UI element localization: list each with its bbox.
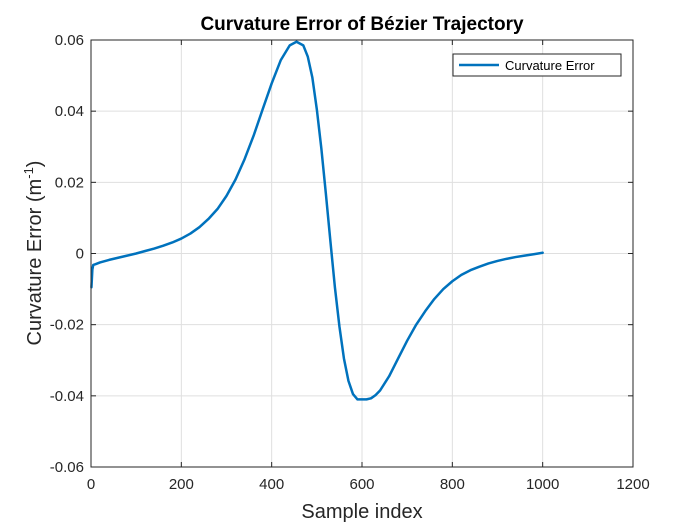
x-tick-label: 1200 (616, 476, 649, 493)
ticks: 0 200 400 600 800 1000 1200 -0.06 -0.04 -0.02 0 0.0… (50, 32, 650, 493)
x-tick-label: 400 (259, 476, 284, 493)
series-layer (90, 40, 544, 401)
y-axis-label: Curvature Error (m-1) (21, 161, 46, 346)
y-axis-label-close: ) (24, 161, 46, 168)
y-tick-label: 0.02 (55, 174, 84, 191)
y-tick-label: -0.06 (50, 459, 84, 476)
y-tick-label: -0.04 (50, 388, 84, 405)
x-tick-label: 0 (87, 476, 95, 493)
y-tick-label: 0.04 (55, 103, 84, 120)
legend-label: Curvature Error (505, 58, 595, 73)
legend: Curvature Error (452, 53, 622, 77)
chart-title: Curvature Error of Bézier Trajectory (200, 14, 524, 35)
x-tick-label: 600 (349, 476, 374, 493)
y-tick-label: 0 (76, 246, 84, 263)
y-tick-label: 0.06 (55, 32, 84, 49)
legend-box (452, 53, 622, 77)
x-tick-label: 1000 (526, 476, 559, 493)
x-tick-label: 800 (440, 476, 465, 493)
x-axis-label: Sample index (301, 501, 422, 523)
y-axis-label-sup: -1 (21, 167, 36, 179)
y-tick-label: -0.02 (50, 317, 84, 334)
y-axis-label-main: Curvature Error (m (24, 179, 46, 346)
series-line (90, 40, 544, 401)
x-tick-label: 200 (169, 476, 194, 493)
